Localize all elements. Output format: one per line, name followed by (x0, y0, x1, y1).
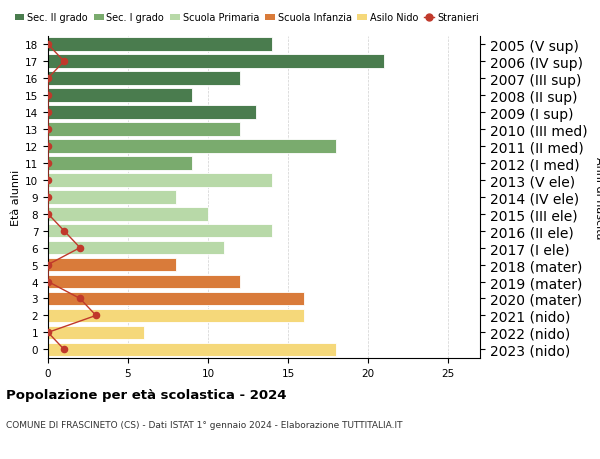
Point (75, 295, 85, 302)
Bar (48, 174, 272, 187)
Bar (48, 123, 240, 136)
Point (43, 261, 53, 269)
Bar (48, 39, 272, 52)
Bar (48, 106, 256, 120)
Bar (48, 292, 304, 306)
Bar (48, 140, 336, 153)
Point (43, 177, 53, 184)
Bar (48, 258, 176, 272)
Bar (48, 207, 208, 221)
Point (43, 194, 53, 201)
Point (43, 160, 53, 167)
Bar (48, 326, 144, 339)
Point (91, 312, 101, 319)
Point (43, 75, 53, 83)
Bar (48, 241, 224, 255)
Point (43, 211, 53, 218)
Point (43, 41, 53, 49)
Y-axis label: Anni di nascita: Anni di nascita (594, 156, 600, 239)
Point (43, 329, 53, 336)
Point (59, 346, 69, 353)
Text: COMUNE DI FRASCINETO (CS) - Dati ISTAT 1° gennaio 2024 - Elaborazione TUTTITALIA: COMUNE DI FRASCINETO (CS) - Dati ISTAT 1… (6, 420, 403, 429)
Text: Popolazione per età scolastica - 2024: Popolazione per età scolastica - 2024 (6, 388, 287, 401)
Point (75, 245, 85, 252)
Point (43, 126, 53, 134)
Bar (48, 343, 336, 356)
Bar (48, 275, 240, 289)
Bar (48, 309, 304, 323)
Point (59, 228, 69, 235)
Legend: Sec. II grado, Sec. I grado, Scuola Primaria, Scuola Infanzia, Asilo Nido, Stran: Sec. II grado, Sec. I grado, Scuola Prim… (11, 10, 482, 27)
Y-axis label: Età alunni: Età alunni (11, 169, 21, 225)
Point (59, 58, 69, 66)
Point (43, 109, 53, 117)
Point (43, 278, 53, 285)
Point (43, 92, 53, 100)
Point (43, 143, 53, 150)
Bar (48, 89, 192, 103)
Bar (48, 56, 384, 69)
Bar (48, 190, 176, 204)
Bar (48, 224, 272, 238)
Bar (48, 72, 240, 86)
Bar (48, 157, 192, 170)
